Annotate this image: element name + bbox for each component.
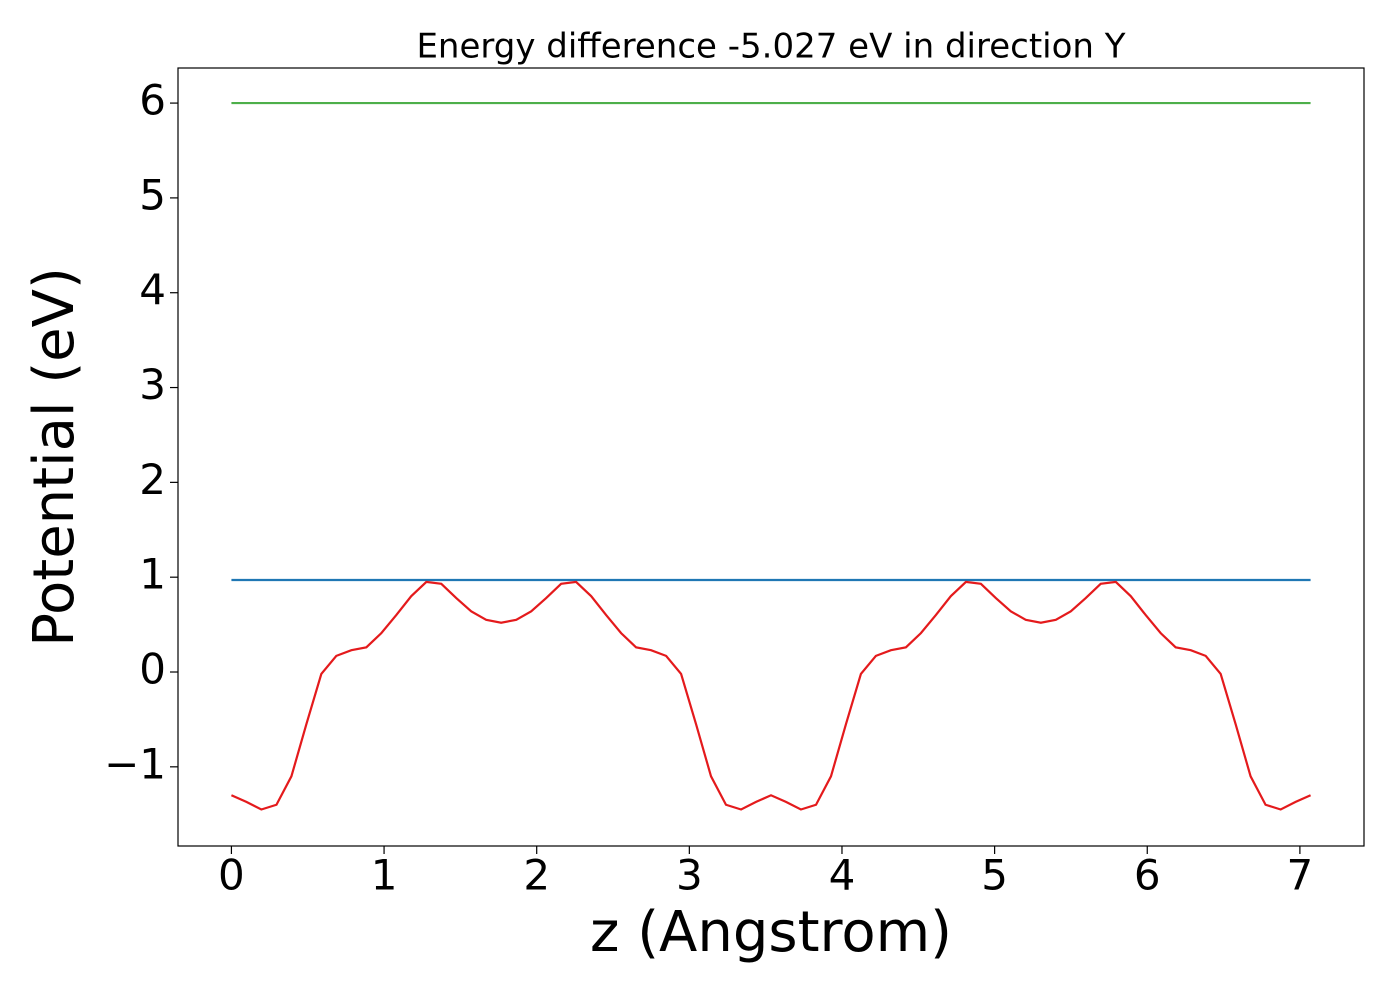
- y-axis-label: Potential (eV): [22, 267, 87, 647]
- x-axis-label: z (Angstrom): [590, 900, 952, 965]
- x-tick-label: 7: [1287, 851, 1314, 900]
- y-tick-label: 1: [139, 550, 166, 599]
- x-tick-label: 2: [523, 851, 550, 900]
- plot-frame: [177, 67, 1365, 847]
- x-tick-label: 6: [1134, 851, 1161, 900]
- x-tick-label: 3: [676, 851, 703, 900]
- x-tick-label: 4: [829, 851, 856, 900]
- y-tick-label: 2: [139, 455, 166, 504]
- y-tick-label: 6: [139, 76, 166, 125]
- data-line: [230, 580, 1312, 811]
- x-tick-label: 1: [371, 851, 398, 900]
- x-tick-label: 0: [218, 851, 245, 900]
- y-tick-label: 3: [139, 360, 166, 409]
- y-tick-label: −1: [104, 739, 166, 788]
- y-tick-label: 4: [139, 265, 166, 314]
- x-tick-label: 5: [981, 851, 1008, 900]
- chart-title: Energy difference -5.027 eV in direction…: [416, 27, 1125, 67]
- y-tick-label: 0: [139, 645, 166, 694]
- y-tick-label: 5: [139, 170, 166, 219]
